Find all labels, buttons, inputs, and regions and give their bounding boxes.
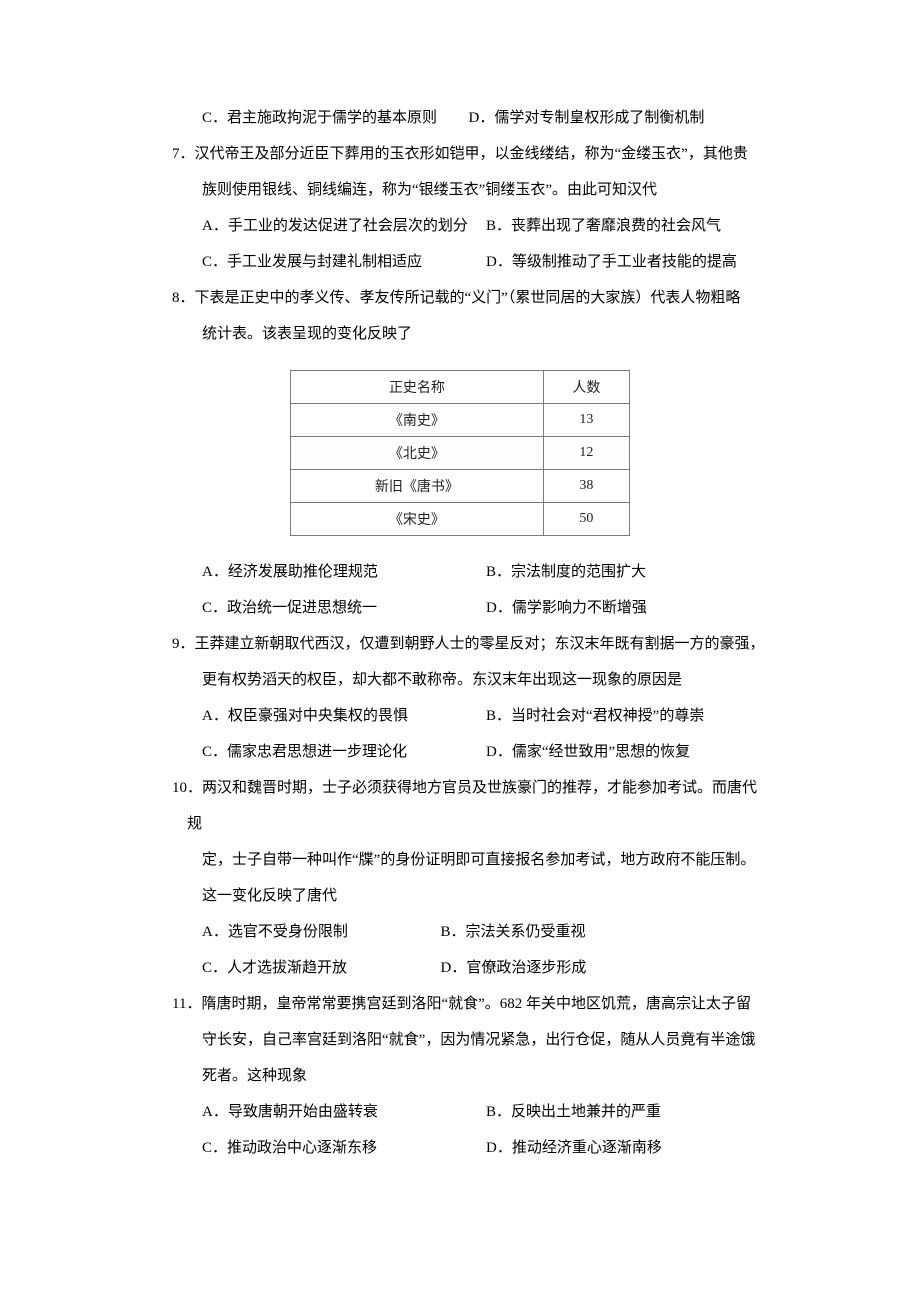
q9-stem-line2: 更有权势滔天的权臣，却大都不敢称帝。东汉末年出现这一现象的原因是: [150, 662, 770, 698]
table-row: 《宋史》 50: [291, 503, 630, 536]
q10-stem-line3: 这一变化反映了唐代: [150, 878, 770, 914]
q6-optC: C．君主施政拘泥于儒学的基本原则: [202, 110, 437, 126]
q7-stem1-text: 汉代帝王及部分近臣下葬用的玉衣形如铠甲，以金线缕结，称为“金缕玉衣”，其他贵: [195, 146, 748, 162]
q10-options-ab: A．选官不受身份限制 B．宗法关系仍受重视: [150, 914, 770, 950]
q7-options-ab: A．手工业的发达促进了社会层次的划分 B．丧葬出现了奢靡浪费的社会风气: [150, 208, 770, 244]
q8-number: 8．: [172, 290, 195, 306]
q9-stem-line1: 9．王莽建立新朝取代西汉，仅遭到朝野人士的零星反对；东汉末年既有割据一方的豪强，: [150, 626, 770, 662]
q6-options-cd: C．君主施政拘泥于儒学的基本原则 D．儒学对专制皇权形成了制衡机制: [150, 100, 770, 136]
q10-optD: D．官僚政治逐步形成: [441, 950, 770, 986]
q11-stem-line3: 死者。这种现象: [150, 1058, 770, 1094]
q9-optC: C．儒家忠君思想进一步理论化: [202, 734, 486, 770]
q8-options-ab: A．经济发展助推伦理规范 B．宗法制度的范围扩大: [150, 554, 770, 590]
q8-table-wrap: 正史名称 人数 《南史》 13 《北史》 12 新旧《唐书》 38: [150, 370, 770, 536]
document-page: C．君主施政拘泥于儒学的基本原则 D．儒学对专制皇权形成了制衡机制 7．汉代帝王…: [0, 0, 920, 1302]
q9-options-cd: C．儒家忠君思想进一步理论化 D．儒家“经世致用”思想的恢复: [150, 734, 770, 770]
q11-stem1-text: 隋唐时期，皇帝常常要携宫廷到洛阳“就食”。682 年关中地区饥荒，唐高宗让太子留: [201, 996, 751, 1012]
cell: 12: [543, 437, 629, 470]
q10-stem-line2: 定，士子自带一种叫作“牒”的身份证明即可直接报名参加考试，地方政府不能压制。: [150, 842, 770, 878]
cell: 新旧《唐书》: [291, 470, 544, 503]
q9-optA: A．权臣豪强对中央集权的畏惧: [202, 698, 486, 734]
q7-optC: C．手工业发展与封建礼制相适应: [202, 244, 486, 280]
q10-stem1-text: 两汉和魏晋时期，士子必须获得地方官员及世族豪门的推荐，才能参加考试。而唐代规: [187, 780, 757, 832]
q11-options-ab: A．导致唐朝开始由盛转衰 B．反映出土地兼并的严重: [150, 1094, 770, 1130]
table-row: 《北史》 12: [291, 437, 630, 470]
q8-stem1-text: 下表是正史中的孝义传、孝友传所记载的“义门”（累世同居的大家族）代表人物粗略: [195, 290, 741, 306]
q8-optC: C．政治统一促进思想统一: [202, 590, 486, 626]
q8-options-cd: C．政治统一促进思想统一 D．儒学影响力不断增强: [150, 590, 770, 626]
q8-optD: D．儒学影响力不断增强: [486, 590, 770, 626]
q9-number: 9．: [172, 636, 195, 652]
q8-table: 正史名称 人数 《南史》 13 《北史》 12 新旧《唐书》 38: [290, 370, 630, 536]
q9-optB: B．当时社会对“君权神授”的尊崇: [486, 698, 770, 734]
table-row: 《南史》 13: [291, 404, 630, 437]
q7-options-cd: C．手工业发展与封建礼制相适应 D．等级制推动了手工业者技能的提高: [150, 244, 770, 280]
q10-optC: C．人才选拔渐趋开放: [202, 950, 441, 986]
q11-number: 11．: [172, 996, 201, 1012]
q11-optC: C．推动政治中心逐渐东移: [202, 1130, 486, 1166]
cell: 《南史》: [291, 404, 544, 437]
cell: 《宋史》: [291, 503, 544, 536]
q11-optA: A．导致唐朝开始由盛转衰: [202, 1094, 486, 1130]
q7-optD: D．等级制推动了手工业者技能的提高: [486, 244, 770, 280]
q10-optA: A．选官不受身份限制: [202, 914, 441, 950]
col-header-1: 人数: [543, 371, 629, 404]
q8-stem-line2: 统计表。该表呈现的变化反映了: [150, 316, 770, 352]
q11-stem-line1: 11．隋唐时期，皇帝常常要携宫廷到洛阳“就食”。682 年关中地区饥荒，唐高宗让…: [150, 986, 770, 1022]
q8-optA: A．经济发展助推伦理规范: [202, 554, 486, 590]
q8-stem-line1: 8．下表是正史中的孝义传、孝友传所记载的“义门”（累世同居的大家族）代表人物粗略: [150, 280, 770, 316]
cell: 《北史》: [291, 437, 544, 470]
q8-optB: B．宗法制度的范围扩大: [486, 554, 770, 590]
table-header-row: 正史名称 人数: [291, 371, 630, 404]
q7-stem-line2: 族则使用银线、铜线编连，称为“银缕玉衣”铜缕玉衣”。由此可知汉代: [150, 172, 770, 208]
q11-optB: B．反映出土地兼并的严重: [486, 1094, 770, 1130]
q11-stem-line2: 守长安，自己率宫廷到洛阳“就食”，因为情况紧急，出行仓促，随从人员竟有半途饿: [150, 1022, 770, 1058]
q10-optB: B．宗法关系仍受重视: [441, 914, 770, 950]
q9-optD: D．儒家“经世致用”思想的恢复: [486, 734, 770, 770]
q7-optA: A．手工业的发达促进了社会层次的划分: [202, 208, 486, 244]
q11-options-cd: C．推动政治中心逐渐东移 D．推动经济重心逐渐南移: [150, 1130, 770, 1166]
q7-optB: B．丧葬出现了奢靡浪费的社会风气: [486, 208, 770, 244]
col-header-0: 正史名称: [291, 371, 544, 404]
cell: 13: [543, 404, 629, 437]
q11-optD: D．推动经济重心逐渐南移: [486, 1130, 770, 1166]
q7-number: 7．: [172, 146, 195, 162]
q7-stem-line1: 7．汉代帝王及部分近臣下葬用的玉衣形如铠甲，以金线缕结，称为“金缕玉衣”，其他贵: [150, 136, 770, 172]
q6-optD: D．儒学对专制皇权形成了制衡机制: [469, 110, 705, 126]
q10-stem-line1: 10．两汉和魏晋时期，士子必须获得地方官员及世族豪门的推荐，才能参加考试。而唐代…: [150, 770, 770, 842]
table-row: 新旧《唐书》 38: [291, 470, 630, 503]
q9-stem1-text: 王莽建立新朝取代西汉，仅遭到朝野人士的零星反对；东汉末年既有割据一方的豪强，: [195, 636, 765, 652]
cell: 50: [543, 503, 629, 536]
cell: 38: [543, 470, 629, 503]
q10-options-cd: C．人才选拔渐趋开放 D．官僚政治逐步形成: [150, 950, 770, 986]
q9-options-ab: A．权臣豪强对中央集权的畏惧 B．当时社会对“君权神授”的尊崇: [150, 698, 770, 734]
q10-number: 10．: [172, 780, 202, 796]
